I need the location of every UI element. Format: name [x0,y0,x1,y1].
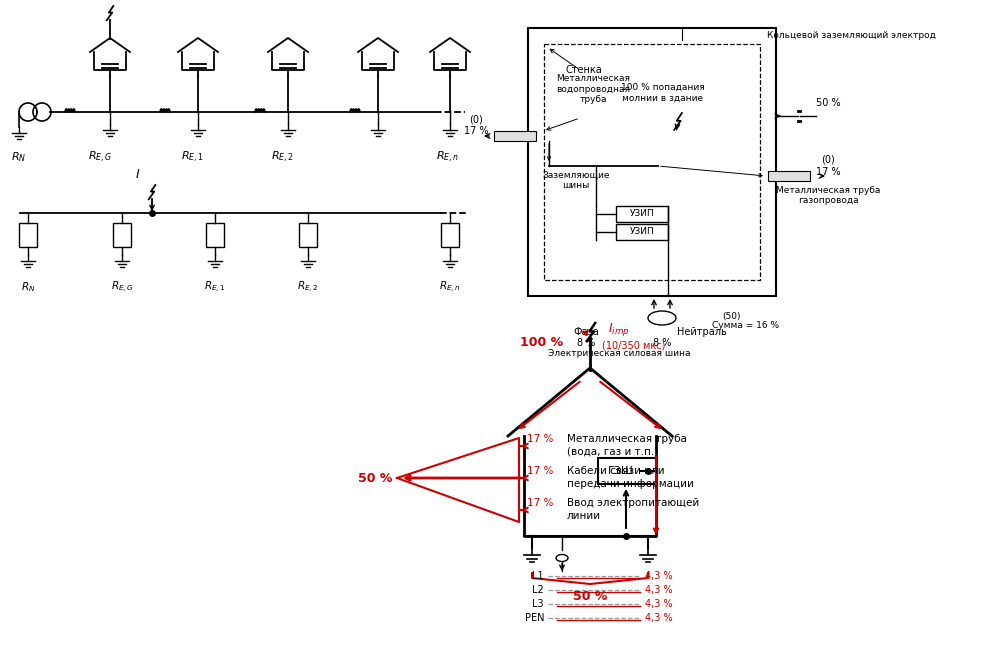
Text: 50 %: 50 % [816,98,840,108]
Bar [768,171,810,181]
Text: $R_{E,G}$: $R_{E,G}$ [111,280,133,295]
Text: $I_{imp}$: $I_{imp}$ [608,322,630,339]
Text: Металлическая труба: Металлическая труба [567,434,687,444]
Bar [113,223,131,247]
Text: $I$: $I$ [135,168,141,181]
Text: 17 %: 17 % [527,434,553,444]
Text: L3: L3 [532,599,544,609]
Bar [299,223,317,247]
Text: $R_{E,1}$: $R_{E,1}$ [181,150,203,165]
Text: Кабели связи или: Кабели связи или [567,466,665,476]
Text: Нейтраль: Нейтраль [677,327,727,337]
Bar [528,28,776,296]
Text: передачи информации: передачи информации [567,479,694,489]
Text: (0): (0) [821,155,835,165]
Bar [616,224,668,240]
Text: L2: L2 [532,585,544,595]
Text: УЗИП: УЗИП [630,227,654,237]
Text: 4,3 %: 4,3 % [645,585,673,595]
Text: 4,3 %: 4,3 % [645,613,673,623]
Bar [494,131,536,141]
Text: 4,3 %: 4,3 % [645,571,673,581]
Text: 50 %: 50 % [358,471,392,485]
Text: Сумма = 16 %: Сумма = 16 % [712,322,779,330]
Bar [206,223,224,247]
Text: 17 %: 17 % [816,167,840,177]
Text: (0): (0) [469,114,483,124]
Text: $R_{E,G}$: $R_{E,G}$ [88,150,112,165]
Text: Металлическая
водопроводная
труба: Металлическая водопроводная труба [556,74,630,104]
Text: ГЗШ: ГЗШ [608,466,634,476]
Text: 100 %: 100 % [520,337,564,349]
Text: 8 %: 8 % [577,338,595,348]
Text: $R_{E,2}$: $R_{E,2}$ [297,280,319,295]
Text: 4,3 %: 4,3 % [645,599,673,609]
Text: 17 %: 17 % [527,466,553,476]
Text: 17 %: 17 % [464,126,488,136]
Bar [616,206,668,222]
Text: 8 %: 8 % [653,338,671,348]
Text: Стенка: Стенка [566,65,603,75]
Text: Кольцевой заземляющий электрод: Кольцевой заземляющий электрод [767,32,936,40]
Text: PEN: PEN [524,613,544,623]
Text: Ввод электропитающей: Ввод электропитающей [567,498,699,508]
Text: 50 %: 50 % [573,589,607,603]
Bar [19,223,37,247]
Text: 100 % попадания
молнии в здание: 100 % попадания молнии в здание [621,83,705,102]
Bar [441,223,459,247]
Text: Электрическая силовая шина: Электрическая силовая шина [548,349,690,359]
Text: (50): (50) [722,312,740,320]
Text: $R_{E,n}$: $R_{E,n}$ [439,280,461,295]
Bar [544,44,760,280]
Text: Заземляющие
шины: Заземляющие шины [542,171,610,190]
Text: $R_{E,2}$: $R_{E,2}$ [271,150,293,165]
Text: (вода, газ и т.п.): (вода, газ и т.п.) [567,447,658,457]
Text: Металлическая труба
газопровода: Металлическая труба газопровода [776,186,880,206]
Text: (10/350 мкс): (10/350 мкс) [602,341,665,351]
Text: линии: линии [567,511,601,521]
Text: L1: L1 [532,571,544,581]
Text: $R_{E,n}$: $R_{E,n}$ [436,150,460,165]
Text: Фаза: Фаза [573,327,599,337]
Text: 17 %: 17 % [527,498,553,508]
Text: $R_{E,1}$: $R_{E,1}$ [204,280,226,295]
Text: $R_N$: $R_N$ [21,280,35,294]
Bar [598,458,656,484]
Text: $R_N$: $R_N$ [11,150,27,164]
Text: УЗИП: УЗИП [630,210,654,219]
